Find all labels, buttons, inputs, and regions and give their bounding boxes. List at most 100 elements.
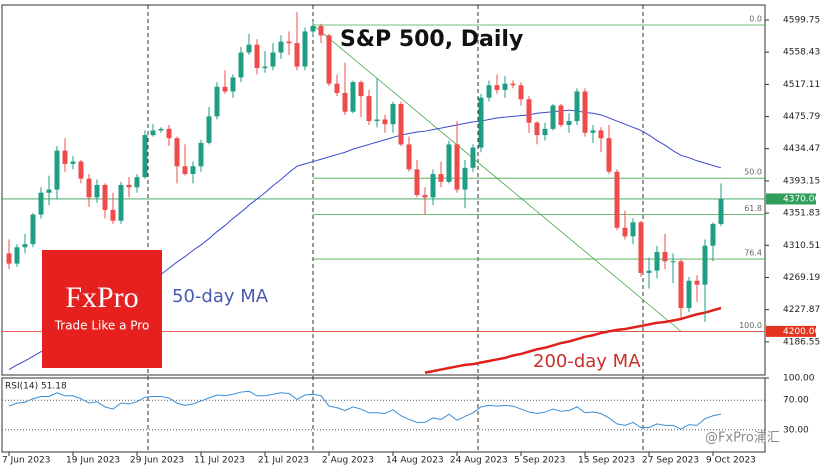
candle-body: [622, 227, 628, 237]
candle-body: [358, 82, 364, 97]
candle-body: [166, 128, 172, 139]
candle-body: [414, 169, 420, 196]
candle-body: [94, 184, 100, 198]
candle-body: [614, 171, 620, 228]
watermark: @FxPro浦汇: [705, 431, 780, 446]
candle-body: [438, 174, 444, 182]
y-tick-label: 4269.19: [783, 273, 820, 283]
candle-body: [174, 138, 180, 167]
candle-body: [302, 31, 308, 67]
candle-body: [254, 44, 260, 69]
candle-body: [158, 128, 164, 131]
candle-body: [470, 147, 476, 168]
candle-body: [126, 184, 132, 188]
candle-body: [430, 174, 436, 198]
candle-body: [150, 130, 156, 136]
logo-box: [42, 250, 162, 368]
candle-body: [6, 253, 12, 264]
candle-body: [142, 135, 148, 178]
candle-body: [670, 261, 676, 263]
candle-body: [246, 44, 252, 53]
y-tick-label: 4351.83: [783, 209, 820, 219]
candle-body: [694, 280, 700, 285]
x-tick-label: 24 Aug 2023: [450, 456, 508, 466]
candle-body: [718, 198, 724, 224]
rsi-tick-label: 30.00: [783, 425, 809, 435]
y-tick-label: 4310.51: [783, 241, 820, 251]
x-tick-label: 9 Oct 2023: [706, 456, 756, 466]
candle-body: [62, 150, 68, 164]
candle-body: [382, 119, 388, 125]
candle-body: [486, 85, 492, 98]
candle-body: [662, 251, 668, 262]
main-panel: [1, 4, 766, 376]
candle-body: [270, 52, 276, 67]
candle-body: [70, 161, 76, 164]
candle-body: [606, 138, 612, 172]
candle-body: [334, 83, 340, 94]
candle-body: [326, 35, 332, 84]
candle-body: [542, 128, 548, 136]
candle-body: [582, 91, 588, 133]
candle-body: [222, 86, 228, 92]
candle-body: [422, 195, 428, 198]
candle-body: [86, 178, 92, 198]
candle-body: [22, 244, 28, 248]
y-tick-label: 4558.43: [783, 48, 820, 58]
candle-body: [134, 177, 140, 188]
ma-label: 50-day MA: [172, 286, 269, 307]
x-tick-label: 14 Aug 2023: [386, 456, 444, 466]
x-tick-label: 19 Jun 2023: [66, 456, 120, 466]
candle-body: [534, 122, 540, 136]
candle-body: [182, 166, 188, 175]
candle-body: [510, 83, 516, 86]
logo-slogan: Trade Like a Pro: [54, 319, 150, 333]
candle-body: [374, 119, 380, 122]
price-tag-label: 4370.00: [783, 194, 820, 204]
candle-body: [54, 150, 60, 190]
candle-body: [318, 26, 324, 36]
x-tick-label: 15 Sep 2023: [578, 456, 635, 466]
x-tick-label: 7 Jun 2023: [2, 456, 50, 466]
candle-body: [46, 189, 52, 193]
price-tag: [766, 325, 816, 337]
candle-body: [118, 184, 124, 221]
fib-label: 100.0: [739, 321, 762, 330]
candle-body: [550, 105, 556, 129]
candle-body: [390, 103, 396, 125]
candle-body: [494, 85, 500, 90]
plot-layer: 4599.75 4558.43 4517.11 4475.79 4434.47 4393.…: [2, 12, 820, 466]
fib-label: 61.8: [744, 204, 762, 213]
rsi-tick-label: 70.00: [783, 396, 809, 406]
candle-body: [262, 66, 268, 69]
x-tick-label: 5 Sep 2023: [514, 456, 565, 466]
candle-body: [478, 97, 484, 148]
y-tick-label: 4475.79: [783, 112, 820, 122]
candle-body: [38, 192, 44, 215]
price-tag-label: 4200.00: [783, 327, 820, 337]
rsi-line: [8, 390, 722, 430]
candle-body: [574, 91, 580, 122]
candle-body: [518, 85, 524, 100]
candle-body: [350, 82, 356, 112]
chart-title: S&P 500, Daily: [340, 27, 523, 52]
candle-body: [710, 223, 716, 246]
candle-body: [654, 251, 660, 271]
candle-body: [630, 222, 636, 237]
candle-body: [462, 167, 468, 190]
candle-body: [286, 41, 292, 44]
candle-body: [230, 77, 236, 92]
candle-body: [214, 86, 220, 117]
y-tick-label: 4517.11: [783, 80, 820, 90]
y-tick-label: 4599.75: [783, 15, 820, 25]
candle-body: [14, 247, 20, 264]
x-tick-label: 11 Jul 2023: [194, 456, 245, 466]
candle-body: [294, 43, 300, 67]
candle-body: [598, 130, 604, 139]
rsi-title: RSI(14) 51.18: [5, 382, 67, 392]
x-tick-label: 29 Jun 2023: [130, 456, 184, 466]
candle-body: [446, 144, 452, 182]
candle-body: [102, 184, 108, 210]
